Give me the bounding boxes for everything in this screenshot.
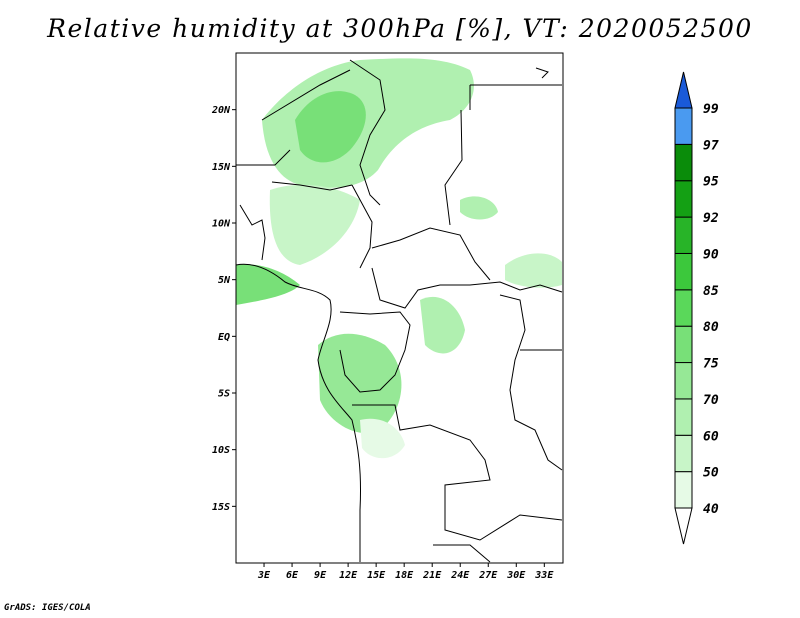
lat-tick-label: 15N [212, 162, 231, 173]
lon-tick-label: 27E [478, 570, 498, 581]
colorbar-label: 40 [703, 502, 719, 517]
rh-patch-east [505, 253, 562, 288]
colorbar-label: 50 [703, 466, 719, 481]
colorbar-label: 80 [703, 320, 719, 335]
lon-tick-label: 9E [314, 570, 327, 581]
humidity-field [236, 58, 562, 459]
lon-tick-label: 6E [286, 570, 299, 581]
colorbar-segment [674, 289, 693, 327]
colorbar-label: 90 [703, 247, 719, 262]
lat-tick-label: 5S [218, 389, 230, 400]
rh-patch-sudan [460, 196, 498, 220]
rh-patch-west-africa [269, 184, 360, 265]
colorbar-segment [674, 325, 693, 364]
colorbar-segment [674, 107, 693, 145]
lon-tick-label: 12E [339, 570, 358, 581]
colorbar-label: 95 [703, 175, 719, 190]
lon-tick-label: 30E [506, 570, 526, 581]
rh-patch-sahel-core [295, 91, 366, 163]
colorbar-label: 85 [703, 284, 719, 299]
lon-tick-label: 18E [395, 570, 414, 581]
colorbar-segment [674, 434, 693, 473]
lon-tick-label: 33E [534, 570, 554, 581]
colorbar-segment [674, 180, 693, 218]
rh-patch-sahel-north [262, 58, 474, 188]
rh-patch-angola [360, 418, 405, 459]
colorbar-label: 92 [703, 211, 719, 226]
lon-tick-label: 24E [450, 570, 470, 581]
colorbar-label: 97 [703, 138, 719, 153]
lat-tick-label: 10S [212, 445, 230, 456]
chart-title: Relative humidity at 300hPa [%], VT: 202… [47, 14, 753, 43]
lat-tick-label: 15S [212, 502, 230, 513]
lon-tick-label: 21E [422, 570, 442, 581]
rh-patch-gulf-of-guinea [236, 264, 300, 305]
country-borders [235, 59, 563, 563]
colorbar-segment [674, 398, 693, 436]
colorbar-segment [674, 362, 693, 400]
rh-patch-congo-central [420, 296, 465, 354]
colorbar-segment [674, 143, 693, 182]
colorbar-label: 75 [703, 357, 719, 372]
colorbar-segment [674, 216, 693, 254]
colorbar-under-triangle [674, 507, 693, 545]
lat-tick-label: 20N [211, 105, 231, 116]
rh-patch-congo-west [318, 333, 402, 434]
lat-tick-label: 5N [218, 275, 231, 286]
longitude-axis: 3E 6E 9E 12E 15E 18E 21E 24E 27E 30E 33E [257, 563, 554, 581]
lon-tick-label: 3E [257, 570, 271, 581]
grads-credit: GrADS: IGES/COLA [4, 603, 91, 613]
lat-tick-label: 10N [212, 219, 231, 230]
colorbar-label: 70 [703, 393, 719, 408]
colorbar-label: 99 [703, 102, 719, 117]
colorbar: 40 50 60 70 75 80 85 90 92 95 97 99 [674, 71, 719, 545]
colorbar-over-triangle [674, 71, 693, 109]
lat-tick-label: EQ [218, 332, 230, 343]
map-frame [235, 52, 564, 564]
lon-tick-label: 15E [367, 570, 386, 581]
colorbar-segment [674, 252, 693, 291]
colorbar-label: 60 [703, 429, 719, 444]
latitude-axis: 20N 15N 10N 5N EQ 5S 10S 15S [211, 105, 236, 513]
colorbar-segment [674, 471, 693, 509]
